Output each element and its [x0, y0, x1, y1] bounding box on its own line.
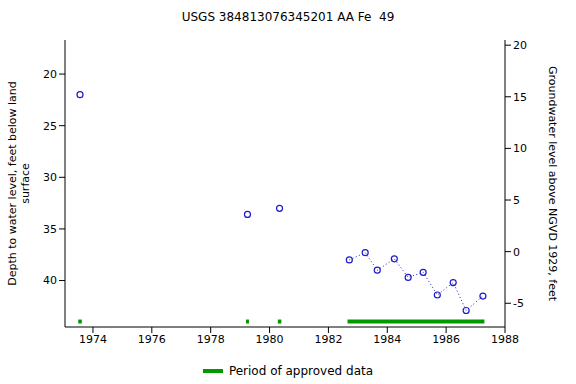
svg-text:surface: surface: [19, 163, 32, 204]
svg-text:1980: 1980: [256, 333, 284, 346]
svg-text:35: 35: [43, 223, 57, 236]
svg-text:Depth to water level, feet bel: Depth to water level, feet below land: [8, 81, 19, 286]
svg-text:40: 40: [43, 274, 57, 287]
svg-text:30: 30: [43, 171, 57, 184]
svg-text:0: 0: [513, 246, 520, 259]
svg-text:1984: 1984: [373, 333, 401, 346]
svg-text:25: 25: [43, 120, 57, 133]
svg-text:20: 20: [43, 68, 57, 81]
svg-text:5: 5: [513, 194, 520, 207]
svg-text:10: 10: [513, 142, 527, 155]
html-text:Period of approved data: Period of approved data: [228, 364, 374, 378]
svg-text:1982: 1982: [314, 333, 342, 346]
svg-text:1974: 1974: [79, 333, 107, 346]
svg-text:1976: 1976: [138, 333, 166, 346]
svg-text:1978: 1978: [197, 333, 225, 346]
svg-text:-5: -5: [513, 297, 524, 310]
svg-text:1988: 1988: [491, 333, 519, 346]
svg-text:Groundwater level above NGVD 1: Groundwater level above NGVD 1929, feet: [546, 66, 559, 302]
svg-text:15: 15: [513, 91, 527, 104]
svg-text:1986: 1986: [432, 333, 460, 346]
html-text:USGS 384813076345201 AA Fe 49: USGS 384813076345201 AA Fe 49: [181, 10, 395, 24]
svg-text:20: 20: [513, 39, 527, 52]
